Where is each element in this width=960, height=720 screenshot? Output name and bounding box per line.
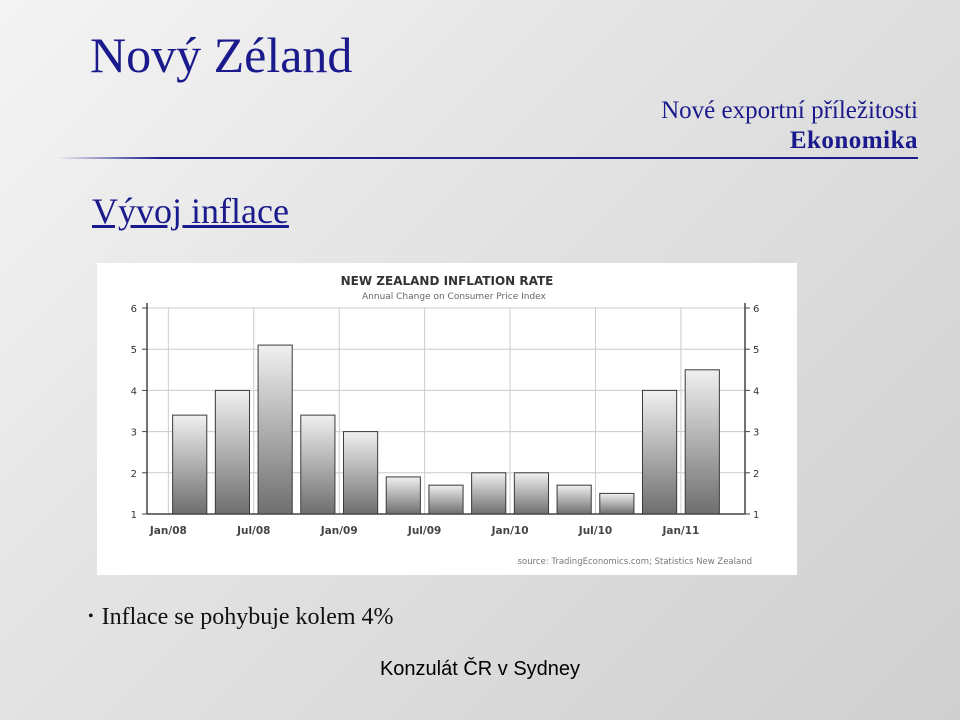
chart-panel: NEW ZEALAND INFLATION RATE Annual Change… — [97, 263, 797, 575]
bar-sep-08 — [257, 344, 293, 515]
chart-source: source: TradingEconomics.com; Statistics… — [518, 557, 752, 567]
subtitle-line2: Ekonomika — [789, 127, 918, 154]
bar-mar-10 — [513, 472, 550, 515]
x-tick-label: Jan/10 — [491, 525, 529, 537]
header-rule — [58, 157, 918, 159]
bullet-dot-icon: • — [88, 608, 94, 625]
y-tick-label-right: 5 — [753, 345, 759, 356]
y-tick-label-left: 1 — [131, 510, 137, 521]
bullet-text: Inflace se pohybuje kolem 4% — [101, 604, 394, 630]
bar-dec-08 — [300, 414, 336, 515]
x-tick-label: Jan/09 — [320, 525, 358, 537]
chart-subtitle: Annual Change on Consumer Price Index — [362, 292, 547, 302]
bar-dec-09 — [471, 472, 507, 515]
y-tick-label-left: 2 — [131, 469, 137, 480]
x-tick-label: Jul/08 — [236, 525, 270, 537]
x-tick-label: Jul/10 — [578, 525, 612, 537]
bar-jun-08 — [214, 389, 251, 515]
bar-mar-08 — [172, 414, 208, 515]
y-tick-label-right: 4 — [753, 386, 759, 397]
bar-jun-09 — [385, 476, 421, 515]
subtitle-line1: Nové exportní příležitosti — [661, 97, 918, 124]
bar-jun-10 — [556, 484, 592, 515]
x-tick-label: Jul/09 — [407, 525, 441, 537]
bar-sep-10 — [599, 492, 635, 515]
bar-dec-10 — [641, 389, 678, 515]
y-tick-label-right: 3 — [753, 428, 759, 439]
bar-mar-11 — [684, 369, 720, 515]
y-tick-label-left: 6 — [131, 304, 137, 315]
bullet-item: • Inflace se pohybuje kolem 4% — [88, 602, 394, 632]
x-tick-label: Jan/08 — [149, 525, 187, 537]
bar-mar-09 — [342, 431, 379, 515]
y-tick-label-right: 1 — [753, 510, 759, 521]
y-tick-label-right: 6 — [753, 304, 759, 315]
y-tick-label-left: 4 — [131, 386, 137, 397]
y-tick-label-right: 2 — [753, 469, 759, 480]
slide-title: Nový Zéland — [90, 27, 353, 83]
chart-title: NEW ZEALAND INFLATION RATE — [341, 274, 554, 288]
section-heading: Vývoj inflace — [92, 191, 289, 231]
subtitle-block: Nové exportní příležitosti Ekonomika — [661, 96, 918, 156]
y-tick-label-left: 3 — [131, 428, 137, 439]
y-tick-label-left: 5 — [131, 345, 137, 356]
inflation-chart: NEW ZEALAND INFLATION RATE Annual Change… — [131, 274, 760, 567]
x-tick-label: Jan/11 — [661, 525, 699, 537]
footer: Konzulát ČR v Sydney — [379, 658, 581, 680]
bar-sep-09 — [428, 484, 464, 515]
